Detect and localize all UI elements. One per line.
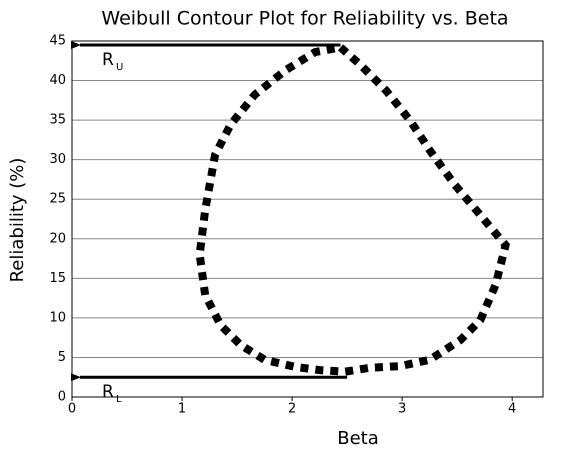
annotation-subscript: L: [116, 394, 122, 405]
y-tick-label: 10: [49, 310, 66, 325]
y-tick-label: 35: [49, 113, 66, 128]
plot-frame: [71, 40, 544, 398]
y-tick-label: 40: [49, 73, 66, 88]
x-tick-label: 1: [178, 402, 186, 417]
y-tick-label: 0: [58, 390, 66, 405]
x-tick-label: 0: [68, 402, 76, 417]
y-tick-label: 25: [49, 192, 66, 207]
chart-title: Weibull Contour Plot for Reliability vs.…: [101, 8, 508, 30]
y-tick-label: 45: [49, 34, 66, 49]
annotation-subscript: U: [116, 62, 123, 73]
annotation-text: R: [102, 382, 114, 402]
y-tick-label: 15: [49, 271, 66, 286]
y-tick-label: 30: [49, 152, 66, 167]
x-tick-label: 4: [508, 402, 516, 417]
y-tick-label: 5: [58, 350, 66, 365]
x-tick-label: 2: [288, 402, 296, 417]
contour-line: [195, 43, 510, 376]
x-axis-label: Beta: [337, 428, 379, 449]
y-axis-label: Reliability (%): [7, 158, 28, 283]
annotation-text: R: [102, 50, 114, 70]
x-tick-label: 3: [398, 402, 406, 417]
y-tick-label: 20: [49, 231, 66, 246]
